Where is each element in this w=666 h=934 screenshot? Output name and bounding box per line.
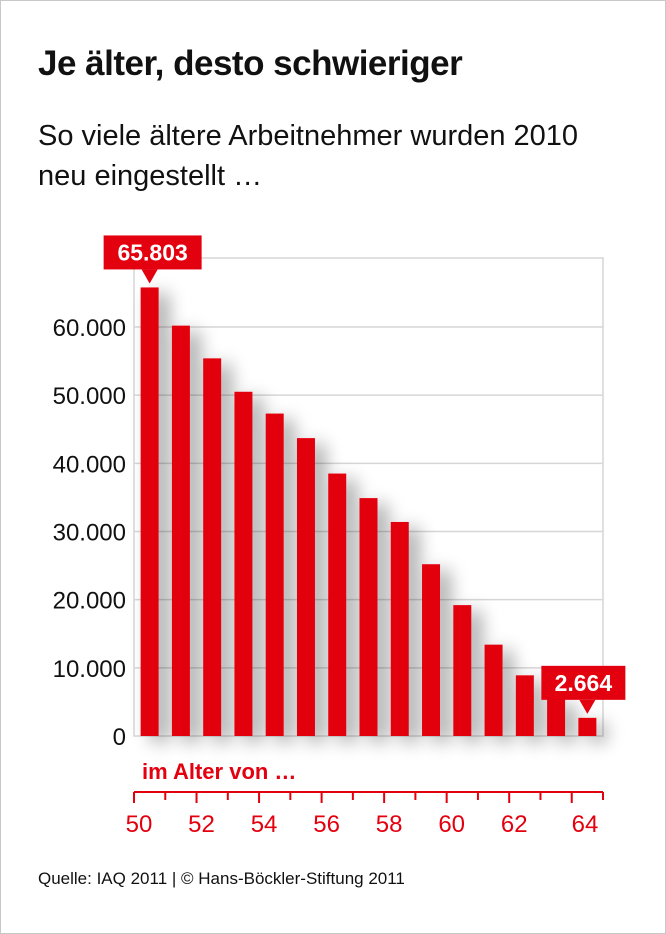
x-tick-label: 52 [188, 811, 215, 838]
y-tick-label: 40.000 [53, 451, 126, 478]
source-note: Quelle: IAQ 2011 | © Hans-Böckler-Stiftu… [38, 869, 405, 888]
data-label-callout: 2.664 [541, 665, 626, 714]
x-tick-label: 58 [376, 811, 403, 838]
x-tick-label: 62 [501, 811, 528, 838]
bar-50 [140, 287, 159, 736]
x-tick-label: 56 [313, 811, 340, 838]
callout-pointer [579, 699, 596, 714]
bar-60 [453, 605, 472, 736]
x-tick-label: 60 [438, 811, 465, 838]
bar-58 [390, 521, 409, 736]
bar-64 [578, 717, 597, 736]
x-tick-label: 50 [126, 811, 153, 838]
y-tick-label: 30.000 [53, 520, 126, 547]
data-label: 2.664 [555, 670, 613, 696]
bar-53 [234, 391, 253, 736]
chart-title: Je älter, desto schwieriger [38, 44, 463, 83]
bar-57 [359, 498, 378, 736]
callout-pointer [141, 269, 158, 284]
bar-59 [422, 564, 441, 736]
bar-55 [296, 438, 315, 736]
x-tick-label: 64 [572, 811, 599, 838]
bar-54 [265, 413, 284, 736]
bar-51 [171, 325, 190, 736]
callout-box [103, 235, 202, 270]
bar-52 [203, 358, 222, 736]
bar-61 [484, 644, 503, 736]
x-tick-label: 54 [251, 811, 278, 838]
data-label-callout: 65.803 [103, 235, 202, 284]
bar-63 [547, 698, 566, 736]
y-tick-label: 10.000 [53, 656, 126, 683]
bar-62 [515, 675, 534, 736]
bar-56 [328, 473, 347, 736]
callout-box [541, 665, 626, 700]
data-label: 65.803 [117, 239, 187, 265]
y-tick-label: 50.000 [53, 383, 126, 410]
chart-subtitle: So viele ältere Arbeitnehmer wurden 2010… [38, 120, 579, 192]
y-tick-label: 0 [113, 724, 126, 751]
y-tick-label: 20.000 [53, 588, 126, 615]
x-axis-label: im Alter von … [142, 759, 296, 784]
y-tick-label: 60.000 [53, 315, 126, 342]
